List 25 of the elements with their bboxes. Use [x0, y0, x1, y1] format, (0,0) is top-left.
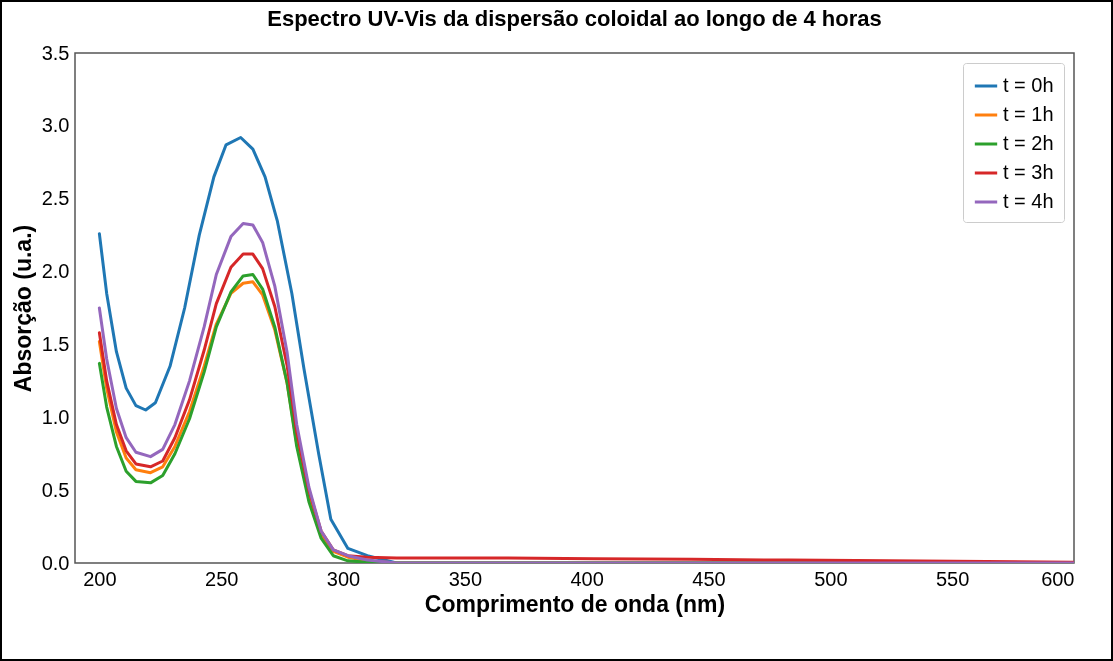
y-tick-label: 1.0	[41, 405, 70, 428]
x-tick-label: 450	[692, 567, 726, 590]
y-tick-label: 2.0	[41, 260, 70, 283]
x-tick-label: 400	[570, 567, 604, 590]
y-tick-label: 1.5	[41, 332, 70, 355]
chart-title: Espectro UV-Vis da dispersão coloidal ao longo de 4 horas	[267, 6, 882, 31]
legend-label: t = 2h	[1003, 132, 1054, 154]
x-tick-label: 600	[1041, 567, 1075, 590]
legend-label: t = 3h	[1003, 161, 1054, 183]
x-tick-label: 300	[326, 567, 361, 590]
x-axis-title: Comprimento de onda (nm)	[424, 590, 726, 617]
x-tick-label: 350	[448, 567, 483, 590]
legend-label: t = 4h	[1003, 190, 1054, 212]
x-tick-label: 250	[205, 567, 239, 590]
y-tick-label: 3.0	[41, 114, 70, 137]
y-tick-label: 2.5	[41, 187, 70, 210]
x-tick-label: 500	[814, 567, 848, 590]
x-tick-label: 200	[83, 567, 117, 590]
y-tick-label: 3.5	[41, 41, 70, 64]
legend-label: t = 0h	[1003, 74, 1054, 96]
x-tick-label: 550	[935, 567, 970, 590]
y-axis-title: Absorção (u.a.)	[9, 224, 36, 393]
y-tick-label: 0.0	[41, 551, 70, 574]
y-tick-label: 0.5	[41, 478, 70, 501]
legend-label: t = 1h	[1003, 103, 1054, 125]
